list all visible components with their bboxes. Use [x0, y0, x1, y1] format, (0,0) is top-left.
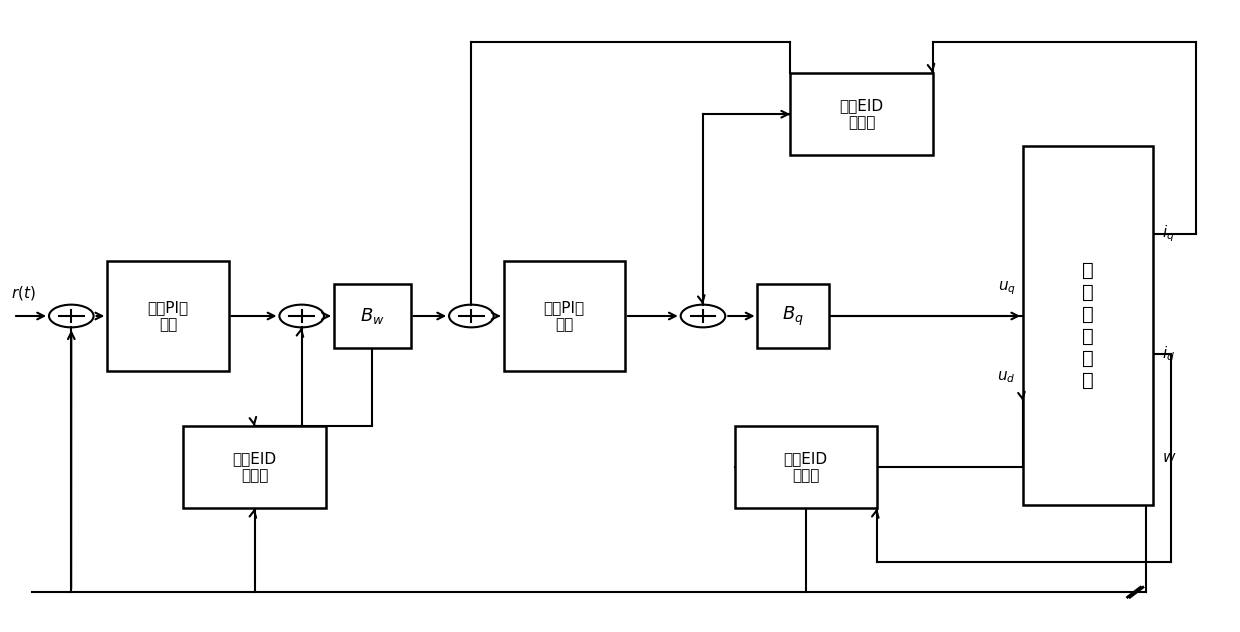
- FancyBboxPatch shape: [107, 261, 228, 371]
- Text: 第一PI控
制器: 第一PI控 制器: [543, 300, 585, 332]
- Text: $i_d$: $i_d$: [1162, 344, 1176, 363]
- Text: $i_q$: $i_q$: [1162, 224, 1174, 245]
- Text: 第三EID
控制器: 第三EID 控制器: [233, 451, 277, 483]
- FancyBboxPatch shape: [334, 284, 410, 348]
- Text: $u_q$: $u_q$: [998, 279, 1016, 297]
- Text: 永
磁
同
步
电
机: 永 磁 同 步 电 机: [1083, 261, 1094, 390]
- Text: $r(t)$: $r(t)$: [11, 284, 36, 302]
- Text: 第一EID
控制器: 第一EID 控制器: [839, 98, 884, 130]
- Text: 第二PI控
制器: 第二PI控 制器: [148, 300, 188, 332]
- FancyBboxPatch shape: [758, 284, 830, 348]
- Text: 第二EID
控制器: 第二EID 控制器: [784, 451, 828, 483]
- FancyBboxPatch shape: [790, 73, 932, 155]
- Text: $B_w$: $B_w$: [360, 306, 384, 326]
- FancyBboxPatch shape: [734, 427, 877, 508]
- Text: $B_q$: $B_q$: [782, 305, 805, 327]
- FancyBboxPatch shape: [503, 261, 625, 371]
- FancyBboxPatch shape: [1023, 146, 1153, 505]
- FancyBboxPatch shape: [184, 427, 326, 508]
- Text: $w$: $w$: [1162, 451, 1177, 465]
- Text: $u_d$: $u_d$: [997, 370, 1016, 386]
